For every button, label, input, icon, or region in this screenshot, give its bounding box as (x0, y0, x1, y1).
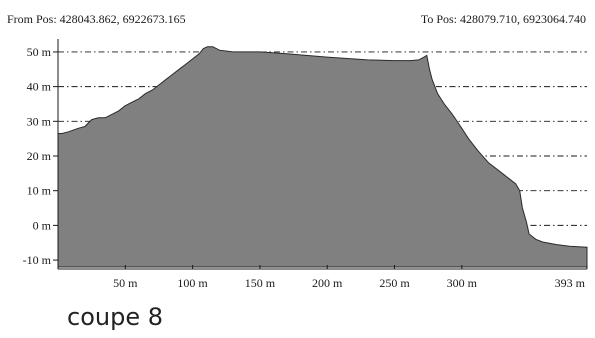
section-caption: coupe 8 (67, 303, 163, 331)
from-position-label: From Pos: 428043.862, 6922673.165 (7, 12, 186, 26)
x-tick-label: 200 m (312, 276, 343, 290)
x-tick-label: 50 m (113, 276, 138, 290)
y-tick-label: 0 m (33, 218, 52, 232)
x-tick-label: 150 m (245, 276, 276, 290)
y-tick-label: 10 m (27, 184, 52, 198)
to-position-label: To Pos: 428079.710, 6923064.740 (420, 12, 586, 26)
x-tick-label: 300 m (447, 276, 478, 290)
chart-axes (53, 39, 588, 270)
y-tick-labels: 50 m 40 m 30 m 20 m 10 m 0 m -10 m (23, 45, 52, 267)
y-tick-label: 50 m (27, 45, 52, 59)
x-tick-label: 393 m (555, 276, 586, 290)
terrain-profile-area (57, 46, 588, 268)
x-tick-label: 100 m (177, 276, 208, 290)
y-tick-label: 30 m (27, 114, 52, 128)
y-tick-label: 40 m (27, 80, 52, 94)
y-tick-label: -10 m (23, 253, 52, 267)
x-tick-label: 250 m (379, 276, 410, 290)
elevation-profile-chart: 50 m 40 m 30 m 20 m 10 m 0 m -10 m 50 m 100 m 15… (23, 39, 588, 290)
x-tick-labels: 50 m 100 m 150 m 200 m 250 m 300 m 393 m (113, 276, 586, 290)
y-tick-label: 20 m (27, 149, 52, 163)
